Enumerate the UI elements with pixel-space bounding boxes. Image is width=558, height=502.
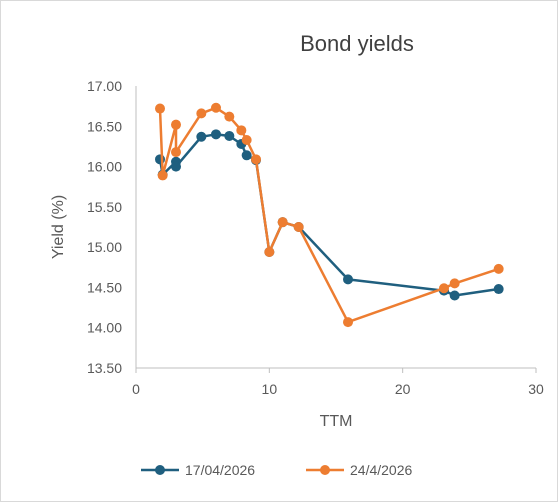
y-tick-label: 14.00 <box>87 320 122 336</box>
data-point <box>251 154 261 165</box>
x-tick-label: 30 <box>528 381 544 397</box>
y-tick-label: 15.50 <box>87 199 122 215</box>
data-point <box>171 147 181 158</box>
y-tick-label: 14.50 <box>87 279 122 295</box>
data-point <box>155 154 165 165</box>
series-2 <box>155 102 504 328</box>
y-tick-label: 15.00 <box>87 239 122 255</box>
x-tick-label: 0 <box>132 381 140 397</box>
legend-item-1: 17/04/2026 <box>141 462 255 478</box>
data-point <box>171 161 181 172</box>
data-point <box>277 217 288 228</box>
series-1 <box>155 129 504 301</box>
y-axis-label: Yield (%) <box>50 195 67 259</box>
data-point <box>493 284 504 295</box>
data-point <box>264 246 275 257</box>
data-point <box>493 263 504 274</box>
legend-marker <box>155 465 165 475</box>
data-point <box>196 131 207 142</box>
data-point <box>449 278 460 289</box>
x-tick-label: 10 <box>262 381 278 397</box>
y-tick-label: 16.00 <box>87 159 122 175</box>
data-point <box>211 102 221 113</box>
data-point <box>196 108 207 119</box>
chart-title: Bond yields <box>300 31 414 56</box>
data-point <box>155 103 165 114</box>
data-point <box>224 111 235 122</box>
axes: 0 10 20 30 13.50 14.00 14.50 15.00 15.50 16.00 16.… <box>87 78 544 397</box>
y-tick-label: 16.50 <box>87 118 122 134</box>
data-point <box>224 130 235 141</box>
data-point <box>236 125 247 136</box>
x-axis-label: TTM <box>320 413 353 430</box>
data-point <box>241 150 252 161</box>
legend-label: 24/4/2026 <box>350 462 412 478</box>
data-point <box>343 317 353 328</box>
y-tick-label: 13.50 <box>87 360 122 376</box>
data-point <box>449 290 460 301</box>
data-point <box>157 170 168 181</box>
legend-marker <box>320 465 330 475</box>
legend: 17/04/2026 24/4/2026 <box>141 462 412 478</box>
data-point <box>171 119 181 130</box>
data-point <box>211 129 221 140</box>
data-point <box>241 134 252 145</box>
data-point <box>293 222 304 232</box>
series-layer <box>155 102 504 328</box>
data-point <box>439 283 449 294</box>
legend-label: 17/04/2026 <box>185 462 255 478</box>
y-tick-label: 17.00 <box>87 78 122 94</box>
x-tick-label: 20 <box>395 381 411 397</box>
legend-item-2: 24/4/2026 <box>306 462 412 478</box>
data-point <box>343 274 353 285</box>
series-line <box>158 133 499 297</box>
